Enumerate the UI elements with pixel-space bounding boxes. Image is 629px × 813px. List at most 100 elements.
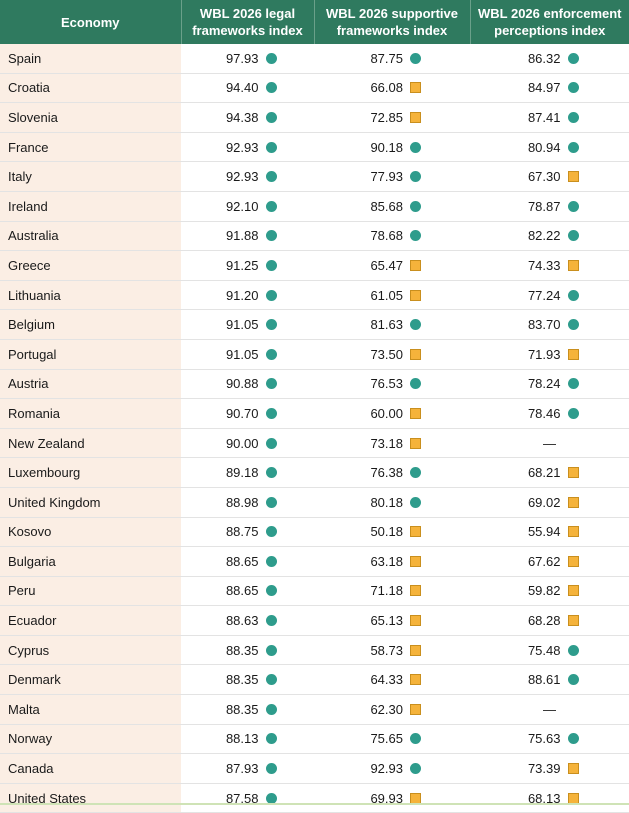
- header-legal-line1: WBL 2026 legal: [199, 6, 296, 21]
- legal-cell: 90.88: [181, 369, 314, 400]
- legal-cell: 92.93: [181, 132, 314, 163]
- legal-value: 88.13: [225, 731, 259, 747]
- legal-cell: 94.40: [181, 73, 314, 104]
- circle-marker-icon: [265, 644, 277, 656]
- table-row: Kosovo 88.75 50.18 55.94: [0, 517, 629, 548]
- table-row: Denmark 88.35 64.33 88.61: [0, 664, 629, 696]
- circle-marker-icon: [265, 82, 277, 94]
- legal-value: 97.93: [225, 50, 259, 66]
- legal-cell: 90.70: [181, 398, 314, 429]
- square-marker-icon: [410, 407, 421, 419]
- circle-marker-icon: [265, 467, 277, 479]
- circle-marker-icon: [265, 615, 277, 627]
- enforcement-value: 74.33: [527, 257, 561, 273]
- enforcement-value: 73.39: [527, 761, 561, 777]
- legal-cell: 88.35: [181, 664, 314, 696]
- square-marker-icon: [567, 467, 579, 479]
- supportive-cell: 64.33: [314, 664, 470, 696]
- circle-marker-icon: [567, 141, 579, 153]
- table-row: Norway 88.13 75.65 75.63: [0, 724, 629, 755]
- legal-cell: 91.20: [181, 280, 314, 311]
- economy-cell: Spain: [0, 44, 181, 74]
- header-legal-line2: frameworks index: [192, 23, 303, 38]
- supportive-cell: 76.53: [314, 369, 470, 400]
- enforcement-cell: —: [470, 428, 629, 459]
- legal-value: 92.93: [225, 139, 259, 155]
- enforcement-cell: 83.70: [470, 309, 629, 340]
- legal-cell: 88.35: [181, 635, 314, 666]
- economy-cell: Canada: [0, 753, 181, 784]
- legal-value: 88.35: [225, 672, 259, 688]
- legal-value: 90.70: [225, 405, 259, 421]
- supportive-value: 64.33: [370, 672, 403, 688]
- legal-cell: 91.25: [181, 250, 314, 281]
- circle-marker-icon: [265, 733, 277, 745]
- enforcement-value: 87.41: [527, 109, 561, 125]
- enforcement-value: 68.13: [527, 790, 561, 806]
- supportive-value: 87.75: [370, 50, 403, 66]
- square-marker-icon: [410, 792, 421, 804]
- table-row: New Zealand 90.00 73.18 —: [0, 428, 629, 459]
- supportive-value: 75.65: [370, 731, 403, 747]
- legal-cell: 90.00: [181, 428, 314, 459]
- economy-cell: Ecuador: [0, 605, 181, 636]
- enforcement-cell: 86.32: [470, 44, 629, 74]
- circle-marker-icon: [567, 319, 579, 331]
- circle-marker-icon: [265, 763, 277, 775]
- circle-marker-icon: [567, 230, 579, 242]
- supportive-value: 50.18: [370, 524, 403, 540]
- supportive-value: 92.93: [370, 761, 403, 777]
- enforcement-cell: 78.24: [470, 369, 629, 400]
- supportive-value: 65.47: [370, 257, 403, 273]
- economy-cell: Malta: [0, 694, 181, 725]
- legal-cell: 88.75: [181, 517, 314, 548]
- supportive-value: 80.18: [370, 494, 403, 510]
- square-marker-icon: [567, 259, 579, 271]
- square-marker-icon: [567, 763, 579, 775]
- table-row: Belgium 91.05 81.63 83.70: [0, 309, 629, 340]
- circle-marker-icon: [410, 230, 421, 242]
- circle-marker-icon: [410, 496, 421, 508]
- legal-cell: 91.88: [181, 221, 314, 252]
- legal-value: 94.40: [225, 80, 259, 96]
- economy-cell: Bulgaria: [0, 546, 181, 577]
- economy-cell: Italy: [0, 161, 181, 192]
- circle-marker-icon: [265, 111, 277, 123]
- circle-marker-icon: [265, 437, 277, 449]
- supportive-value: 76.53: [370, 376, 403, 392]
- enforcement-value: 80.94: [527, 139, 561, 155]
- circle-marker-icon: [410, 52, 421, 64]
- legal-value: 94.38: [225, 109, 259, 125]
- legal-cell: 91.05: [181, 339, 314, 370]
- bottom-divider: [0, 803, 629, 805]
- legal-value: 89.18: [225, 465, 259, 481]
- supportive-value: 62.30: [370, 701, 403, 717]
- supportive-value: 61.05: [370, 287, 403, 303]
- square-marker-icon: [567, 171, 579, 183]
- supportive-cell: 71.18: [314, 576, 470, 607]
- legal-value: 88.98: [225, 494, 259, 510]
- enforcement-cell: 74.33: [470, 250, 629, 281]
- circle-marker-icon: [265, 259, 277, 271]
- header-supportive-line1: WBL 2026 supportive: [326, 6, 458, 21]
- header-enforcement-line1: WBL 2026 enforcement: [477, 6, 622, 21]
- legal-value: 92.10: [225, 198, 259, 214]
- square-marker-icon: [410, 615, 421, 627]
- economy-cell: Ireland: [0, 191, 181, 222]
- circle-marker-icon: [265, 792, 277, 804]
- supportive-cell: 75.65: [314, 724, 470, 755]
- enforcement-cell: 88.61: [470, 664, 629, 696]
- enforcement-cell: 87.41: [470, 102, 629, 133]
- supportive-cell: 78.68: [314, 221, 470, 252]
- square-marker-icon: [567, 526, 579, 538]
- supportive-cell: 50.18: [314, 517, 470, 548]
- enforcement-value: 75.48: [527, 642, 561, 658]
- economy-cell: Peru: [0, 576, 181, 607]
- legal-cell: 88.63: [181, 605, 314, 636]
- economy-cell: Denmark: [0, 664, 181, 696]
- enforcement-cell: 75.63: [470, 724, 629, 755]
- table-row: Cyprus 88.35 58.73 75.48: [0, 635, 629, 666]
- circle-marker-icon: [410, 733, 421, 745]
- enforcement-cell: 67.62: [470, 546, 629, 577]
- legal-value: 91.05: [225, 317, 259, 333]
